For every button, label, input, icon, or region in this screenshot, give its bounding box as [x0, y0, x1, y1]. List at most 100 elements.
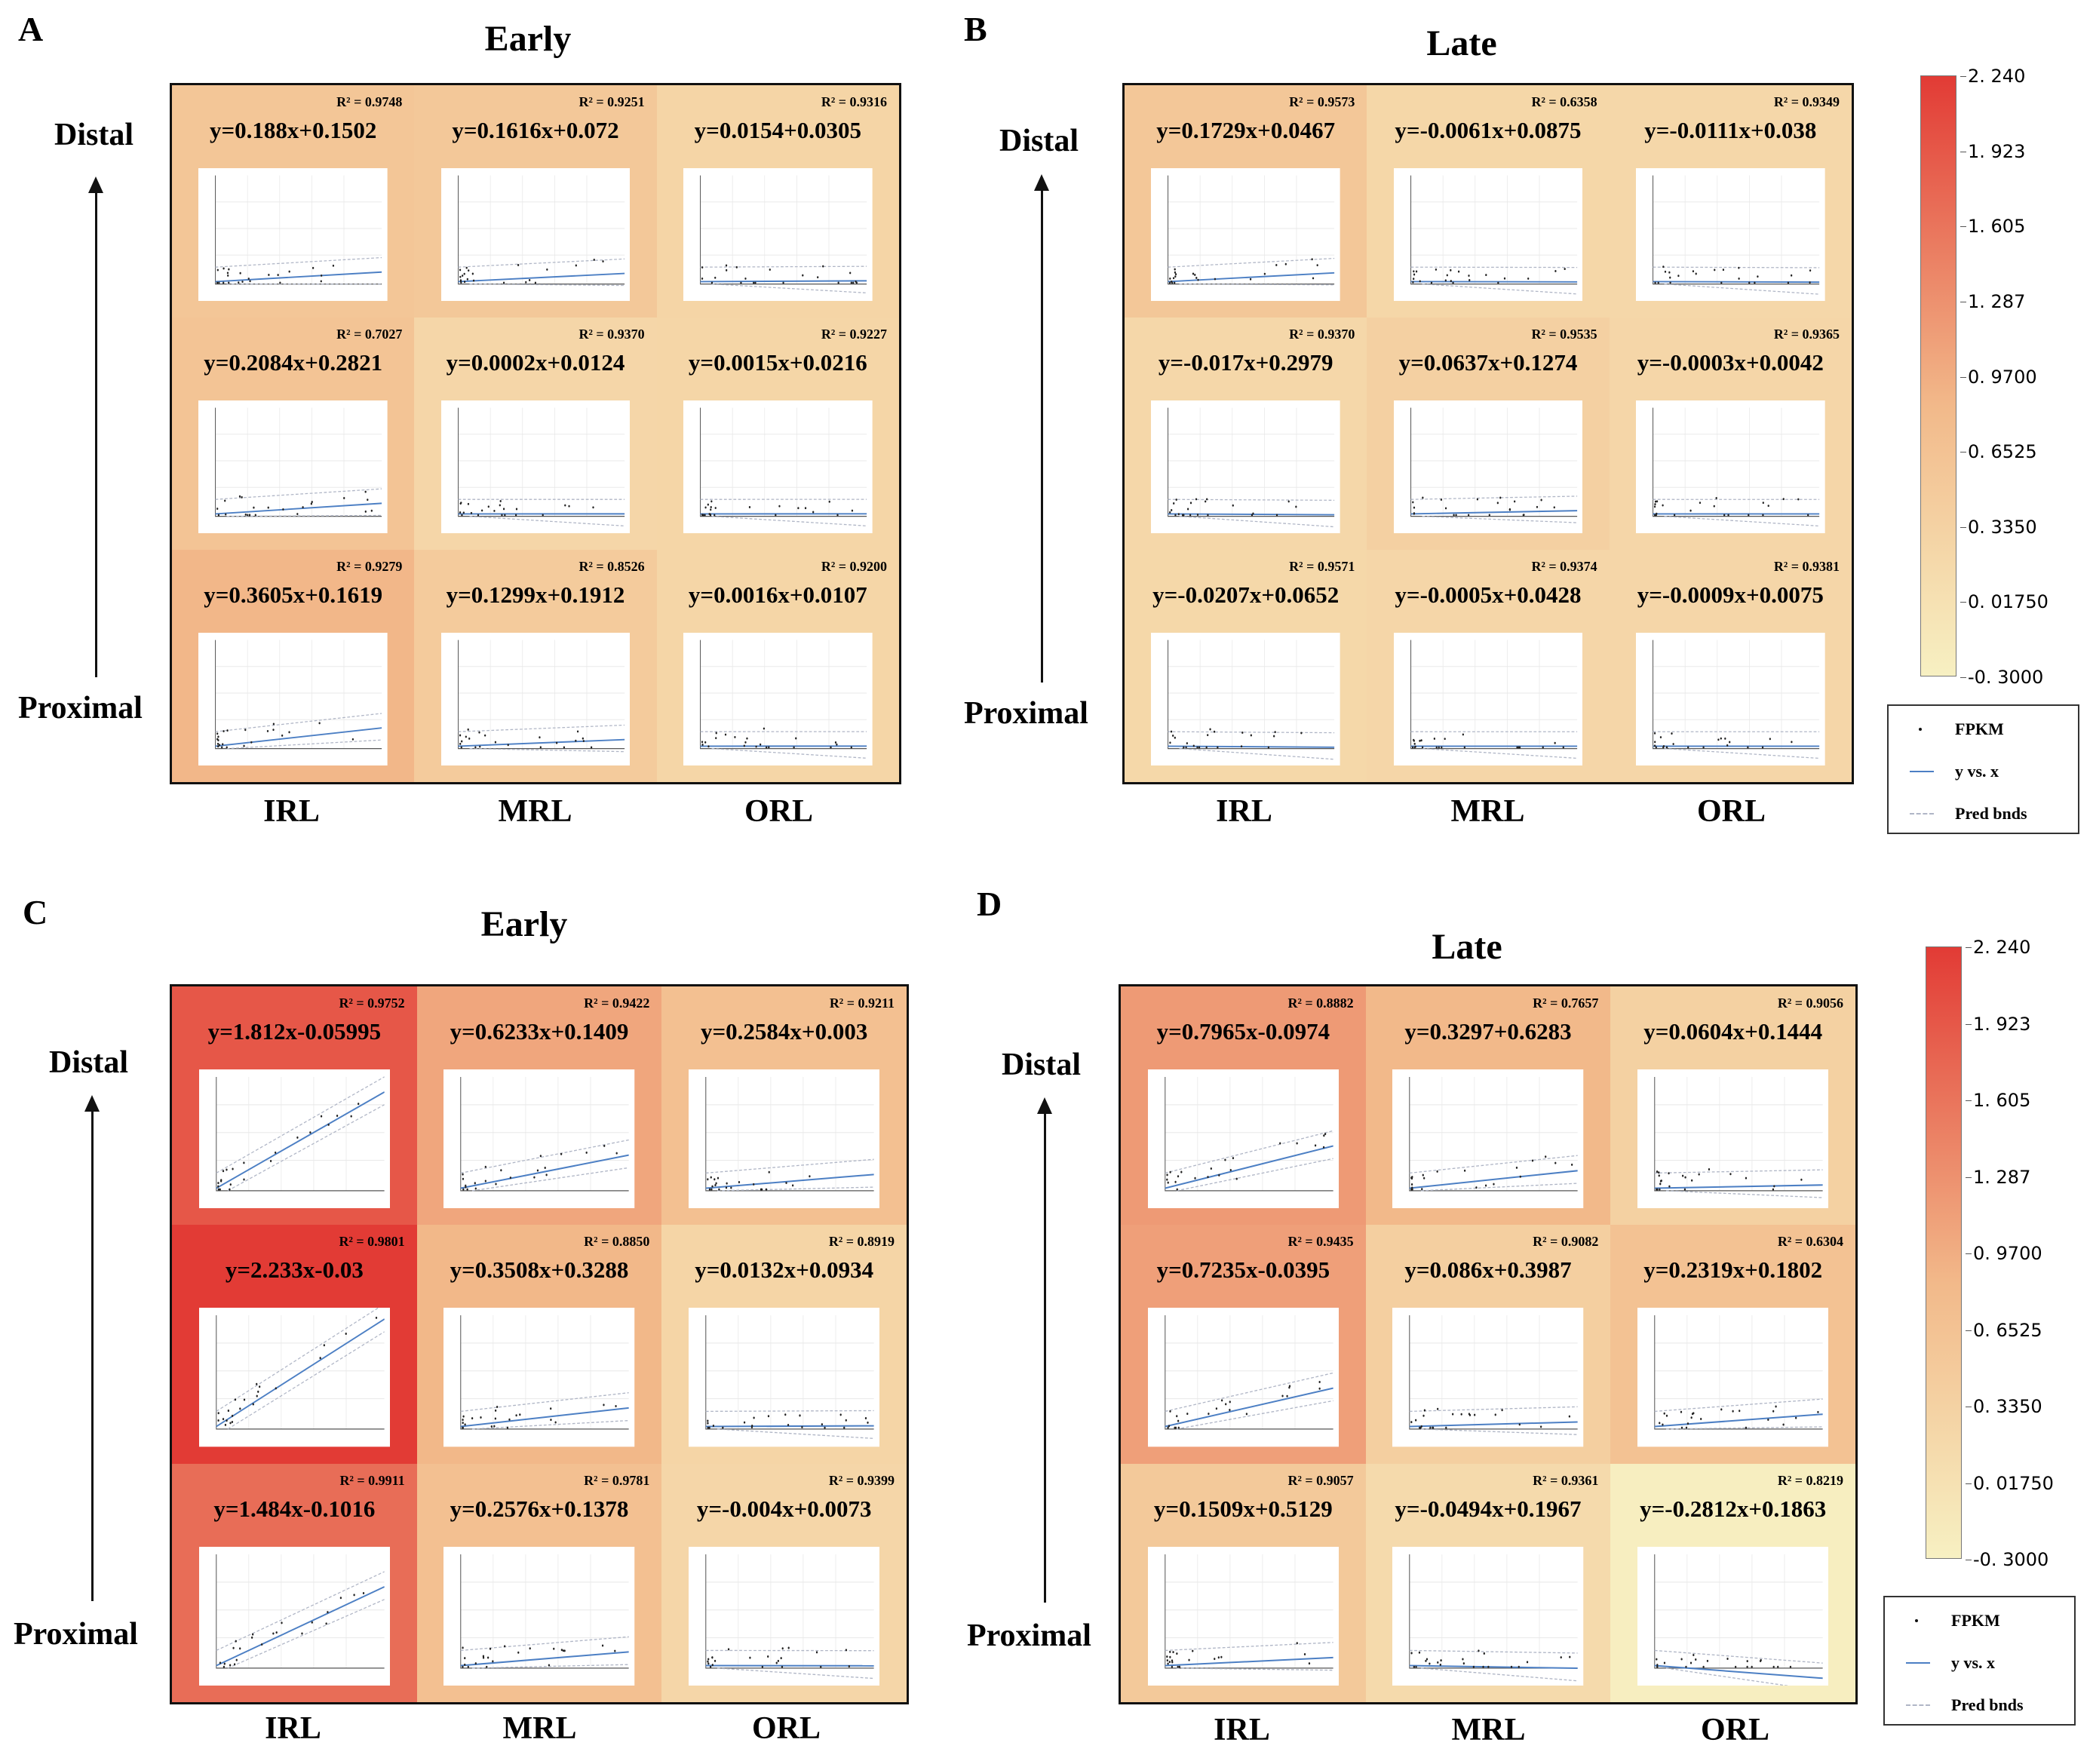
data-point: [1311, 258, 1314, 261]
data-point: [1713, 505, 1715, 508]
data-point: [1468, 275, 1470, 277]
data-point: [319, 1357, 321, 1360]
plot-axes: [1653, 640, 1820, 750]
data-point: [1452, 1413, 1454, 1416]
data-point: [216, 508, 219, 510]
data-point: [1726, 744, 1729, 747]
data-point: [1536, 505, 1538, 508]
data-point: [1440, 1663, 1442, 1666]
data-point: [504, 1645, 506, 1648]
regression-equation: y=0.188x+0.1502: [209, 117, 377, 143]
regression-equation: y=0.2319x+0.1802: [1643, 1256, 1823, 1284]
data-point: [1229, 1169, 1232, 1172]
data-point: [775, 1661, 778, 1664]
data-point: [500, 1169, 502, 1172]
data-point: [726, 1182, 728, 1185]
data-point: [478, 731, 480, 734]
prediction-bound-lower: [227, 1104, 385, 1192]
data-point: [1484, 274, 1487, 277]
data-point: [1680, 1427, 1683, 1430]
r-squared-label: R² = 0.9361: [1533, 1472, 1599, 1488]
data-point: [508, 1419, 511, 1422]
heatmap-cell: R² = 0.9316 y=0.0154+0.0305: [656, 85, 899, 318]
data-point: [1674, 514, 1676, 517]
data-point: [1777, 1665, 1779, 1668]
data-point: [459, 742, 461, 745]
fit-line: [1410, 510, 1577, 515]
data-point: [576, 730, 578, 733]
legend-label: FPKM: [1951, 1611, 2000, 1630]
data-point: [217, 1188, 219, 1191]
data-point: [575, 264, 577, 267]
data-point: [1657, 281, 1659, 284]
data-point: [1729, 741, 1731, 744]
data-point: [462, 1665, 464, 1668]
data-point: [715, 732, 717, 735]
data-point: [485, 1180, 487, 1183]
data-point: [1205, 500, 1207, 503]
regression-plot: [198, 1308, 390, 1447]
data-point: [712, 1425, 715, 1428]
r-squared-label: R² = 0.9381: [1773, 559, 1840, 574]
legend-label: Pred bnds: [1951, 1695, 2024, 1714]
data-point: [226, 729, 229, 732]
data-point: [227, 272, 229, 275]
data-point: [718, 1188, 720, 1191]
data-point: [845, 1649, 848, 1652]
col-label-orl: ORL: [1700, 1713, 1769, 1747]
plot-axes: [460, 1554, 629, 1669]
data-point: [834, 741, 837, 744]
heatmap-cell: R² = 0.9435 y=0.7235x-0.0395: [1121, 1225, 1366, 1464]
data-point: [724, 733, 727, 736]
fit-line: [1165, 1145, 1333, 1189]
data-point: [253, 506, 255, 509]
data-point: [702, 514, 704, 517]
data-point: [1462, 1658, 1464, 1661]
regression-thumbnail: [1636, 168, 1825, 301]
prediction-bound-lower: [1179, 283, 1335, 286]
data-point: [1782, 1423, 1785, 1426]
data-point: [1503, 277, 1505, 280]
data-point: [553, 1647, 555, 1650]
direction-arrow: [95, 187, 97, 677]
data-point: [561, 1648, 563, 1651]
data-point: [734, 735, 736, 738]
data-point: [849, 272, 852, 275]
col-label-orl: ORL: [744, 794, 813, 829]
data-point: [554, 1421, 557, 1424]
fit-line: [461, 1407, 630, 1428]
data-point: [708, 1427, 710, 1430]
fit-line: [1168, 745, 1335, 748]
data-point: [793, 746, 795, 749]
colorbar-tick-label: -0. 3000: [1960, 667, 2044, 688]
colorbar-tick-label: 0. 6525: [1960, 441, 2037, 463]
regression-equation: y=-0.0207x+0.0652: [1152, 581, 1340, 608]
data-point: [1167, 1662, 1169, 1665]
fit-line: [1410, 1421, 1579, 1428]
data-point: [1545, 1155, 1547, 1158]
regression-plot: [1392, 1546, 1584, 1686]
regression-thumbnail: [1636, 400, 1825, 533]
heatmap-grid: R² = 0.8882 y=0.7965x-0.0974 R² = 0.7657 y=…: [1119, 984, 1858, 1704]
plot-axes: [457, 640, 625, 750]
data-point: [707, 1658, 710, 1661]
data-point: [1653, 505, 1656, 508]
regression-equation: y=0.0015x+0.0216: [688, 349, 867, 376]
data-point: [797, 507, 799, 510]
data-point: [459, 502, 462, 505]
data-point: [1171, 1658, 1173, 1661]
data-point: [711, 1655, 714, 1658]
fit-line: [1165, 1387, 1333, 1428]
fit-line: [1165, 1656, 1333, 1667]
data-point: [1668, 1185, 1671, 1188]
prediction-bound-lower: [1179, 747, 1335, 760]
data-point: [231, 1415, 233, 1418]
data-point: [1660, 1180, 1662, 1183]
data-point: [727, 1648, 730, 1651]
heatmap-cell: R² = 0.9057 y=0.1509x+0.5129: [1121, 1463, 1366, 1702]
data-point: [375, 1317, 377, 1320]
data-point: [462, 1177, 465, 1180]
prediction-bound-lower: [1422, 747, 1577, 759]
prediction-bound-lower: [717, 1186, 874, 1192]
regression-thumbnail: [1637, 1069, 1829, 1209]
